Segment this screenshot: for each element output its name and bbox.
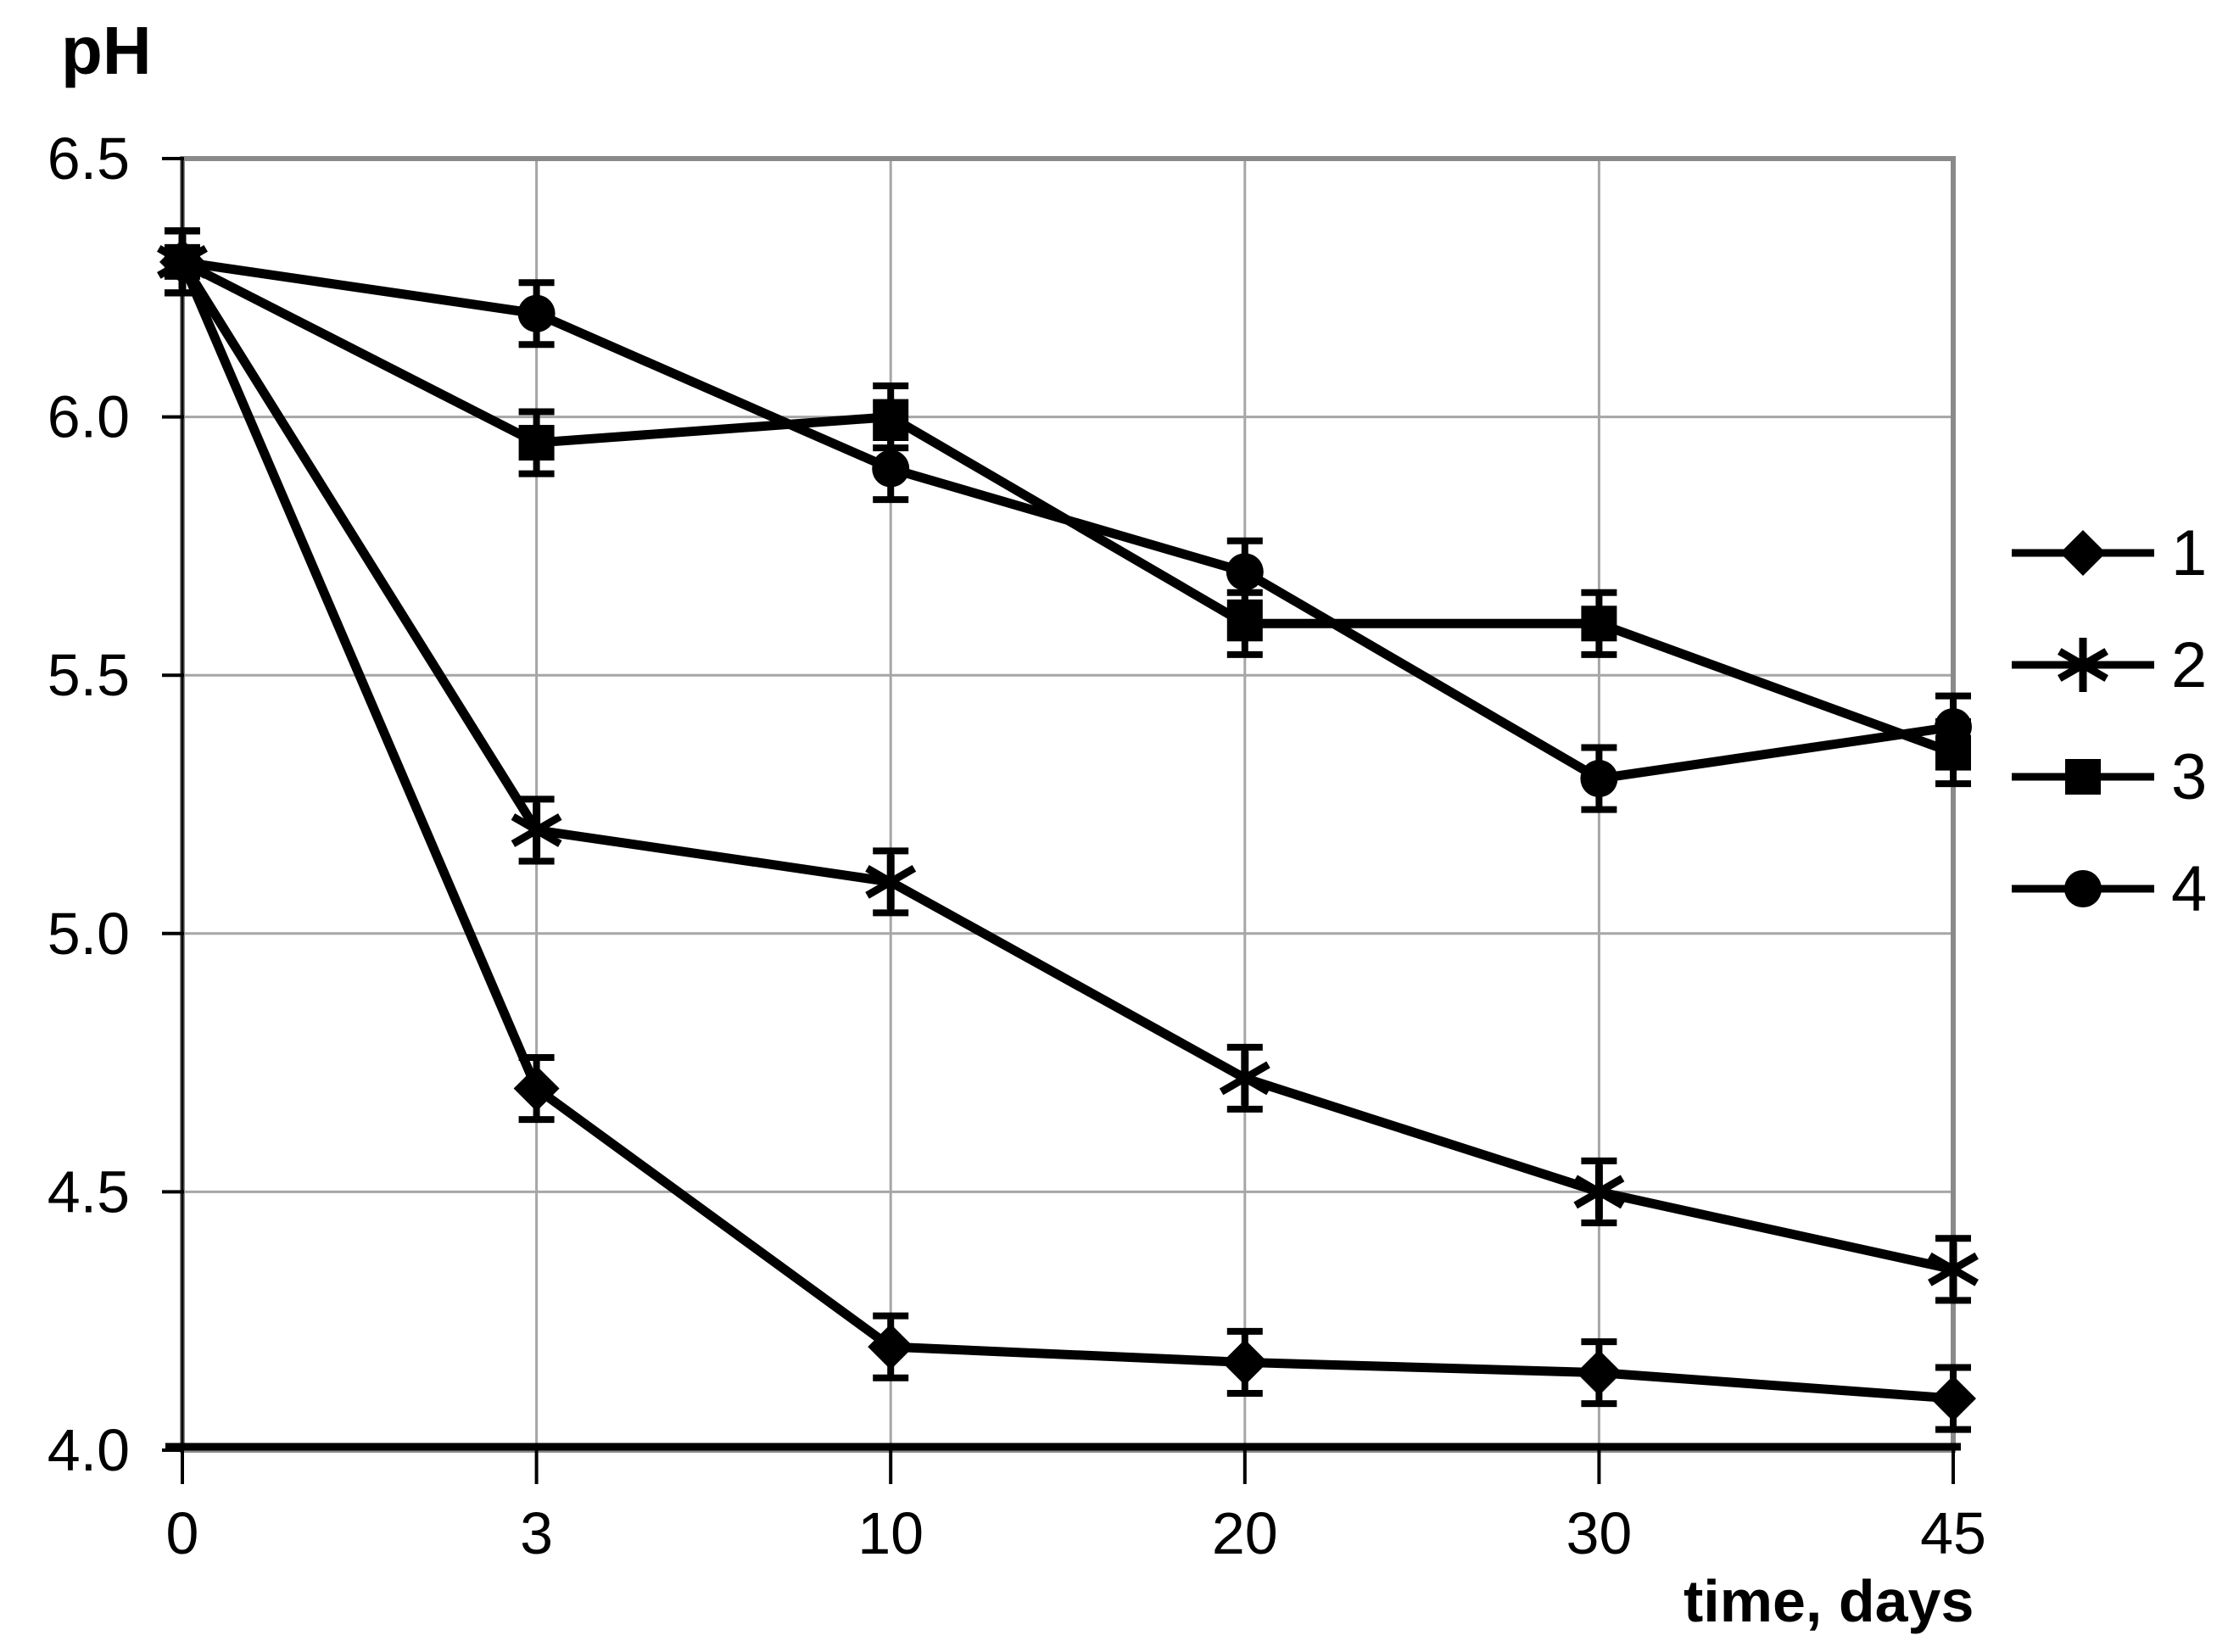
- x-tick-label: 10: [857, 1500, 924, 1566]
- series-3-square-marker: [873, 399, 909, 435]
- series-4-circle-marker: [1226, 553, 1264, 591]
- x-tick-label: 30: [1566, 1500, 1632, 1566]
- legend-diamond-marker: [2060, 530, 2106, 576]
- y-tick-label: 6.5: [47, 126, 130, 192]
- x-axis-title: time, days: [1684, 1568, 1974, 1634]
- legend-label-1: 1: [2171, 517, 2207, 589]
- legend-circle-marker: [2064, 870, 2102, 907]
- y-tick-label: 5.5: [47, 642, 130, 708]
- x-tick-label: 0: [166, 1500, 199, 1566]
- legend-label-2: 2: [2171, 629, 2207, 701]
- y-tick-label: 5.0: [47, 901, 130, 967]
- y-tick-label: 4.0: [47, 1417, 130, 1483]
- series-1-diamond-marker: [513, 1065, 560, 1112]
- series-2-asterisk-marker: [1928, 1252, 1979, 1286]
- series-4-circle-marker: [1935, 708, 1972, 746]
- x-tick-label: 45: [1920, 1500, 1986, 1566]
- series-3-square-marker: [518, 425, 555, 461]
- series-2-asterisk-marker: [865, 864, 917, 899]
- series-3-square-marker: [1581, 606, 1617, 642]
- series-3-line: [180, 257, 1955, 757]
- series-1-diamond-marker: [868, 1324, 914, 1370]
- y-tick-label: 4.5: [47, 1158, 130, 1225]
- series-1-diamond-marker: [1221, 1339, 1268, 1386]
- series-2-asterisk-marker: [1219, 1061, 1270, 1096]
- legend-label-4: 4: [2171, 853, 2207, 925]
- series-2-asterisk-marker: [511, 813, 562, 847]
- series-1-diamond-marker: [1576, 1349, 1622, 1396]
- y-tick-label: 6.0: [47, 384, 130, 450]
- legend-asterisk-marker: [2058, 648, 2108, 682]
- series-2-line: [178, 259, 1955, 1275]
- legend-square-marker: [2065, 759, 2101, 795]
- series-1-diamond-marker: [1930, 1376, 1976, 1422]
- x-tick-label: 3: [520, 1500, 553, 1566]
- legend-label-3: 3: [2171, 741, 2207, 813]
- series-4-circle-marker: [872, 449, 910, 488]
- series-1-line: [177, 260, 1954, 1404]
- x-tick-label: 20: [1212, 1500, 1278, 1566]
- plot-frame: [180, 156, 1956, 1453]
- series-2-asterisk-marker: [1573, 1175, 1625, 1209]
- y-axis-title: pH: [61, 13, 152, 88]
- series-4-circle-marker: [1580, 760, 1618, 798]
- series-3-square-marker: [1226, 606, 1263, 642]
- series-4-line: [181, 257, 1954, 784]
- series-4-circle-marker: [164, 243, 201, 281]
- series-4-circle-marker: [517, 294, 556, 332]
